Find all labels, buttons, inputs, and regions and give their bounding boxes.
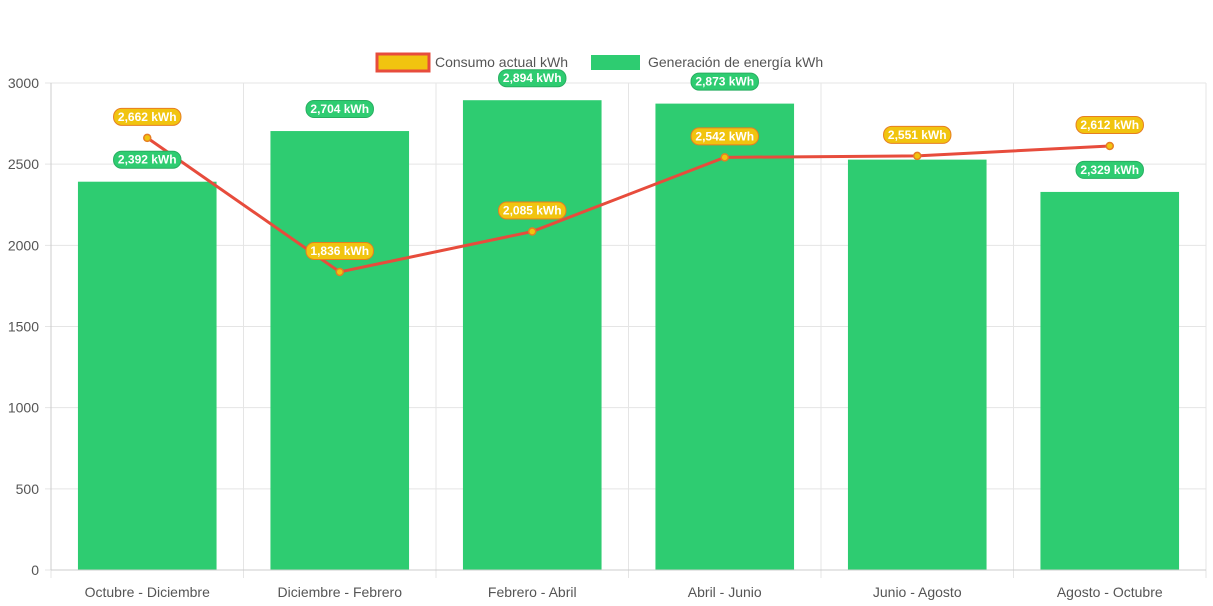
line-data-label-bg	[498, 201, 567, 220]
line-data-label-bg	[690, 127, 759, 146]
y-tick-label: 1000	[8, 400, 39, 416]
line-data-label: 2,662 kWh	[118, 110, 177, 124]
y-tick-label: 0	[31, 562, 39, 578]
axes: 0 500 1000 1500 2000 2500 3000 Octubre - Diciem…	[8, 75, 1206, 600]
bar[interactable]	[655, 103, 795, 570]
y-tick-label: 1500	[8, 319, 39, 335]
bar-data-label: 2,392 kWh	[118, 153, 177, 167]
legend[interactable]: Consumo actual kWh Generación de energía…	[375, 52, 823, 73]
line-data-label-bg	[883, 125, 952, 144]
bar-data-label: 2,894 kWh	[503, 71, 562, 85]
line-data-label: 1,836 kWh	[310, 244, 369, 258]
y-tick-label: 2500	[8, 156, 39, 172]
legend-swatch-generacion[interactable]	[591, 55, 640, 70]
legend-swatch-consumo[interactable]	[375, 52, 431, 73]
line-data-label-bg	[113, 107, 182, 126]
line-data-label-bg	[1075, 115, 1144, 134]
bar[interactable]	[77, 181, 217, 570]
bar-data-label-bg	[690, 72, 759, 91]
line-point[interactable]	[335, 267, 344, 277]
bar-series	[77, 100, 1180, 570]
bar[interactable]	[847, 159, 987, 570]
line-data-label: 2,612 kWh	[1080, 118, 1139, 132]
bar-data-label-bg	[498, 69, 567, 88]
x-tick-label: Octubre - Diciembre	[85, 584, 210, 600]
line-point[interactable]	[913, 151, 922, 161]
data-labels: 2,392 kWh 2,704 kWh 2,894 kWh 2,873 kWh 2,32…	[113, 69, 1144, 260]
grid	[45, 82, 1207, 578]
x-tick-label: Agosto - Octubre	[1057, 584, 1163, 600]
x-tick-label: Abril - Junio	[688, 584, 762, 600]
bar-data-label-bg	[1075, 160, 1144, 179]
x-tick-label: Diciembre - Febrero	[278, 584, 403, 600]
bar-data-label: 2,329 kWh	[1080, 163, 1139, 177]
bar-data-label-bg	[305, 100, 374, 119]
bar-data-label: 2,704 kWh	[310, 102, 369, 116]
bar[interactable]	[270, 131, 410, 570]
bar-data-label-bg	[113, 150, 182, 169]
line-point[interactable]	[143, 133, 152, 143]
legend-label-generacion[interactable]: Generación de energía kWh	[648, 54, 823, 70]
line-point[interactable]	[528, 227, 537, 236]
x-tick-label: Febrero - Abril	[488, 584, 577, 600]
line-point[interactable]	[1105, 141, 1114, 151]
line-data-label-bg	[305, 241, 374, 260]
y-tick-label: 500	[16, 481, 40, 497]
bar-data-label: 2,873 kWh	[695, 75, 754, 89]
line-point[interactable]	[720, 153, 729, 162]
bar[interactable]	[462, 100, 602, 570]
legend-label-consumo[interactable]: Consumo actual kWh	[435, 54, 568, 70]
y-tick-label: 2000	[8, 237, 39, 253]
y-tick-label: 3000	[8, 75, 39, 91]
bar[interactable]	[1040, 191, 1180, 570]
x-tick-label: Junio - Agosto	[873, 584, 962, 600]
line-data-label: 2,085 kWh	[503, 204, 562, 218]
line-data-label: 2,542 kWh	[695, 129, 754, 143]
line-data-label: 2,551 kWh	[888, 128, 947, 142]
